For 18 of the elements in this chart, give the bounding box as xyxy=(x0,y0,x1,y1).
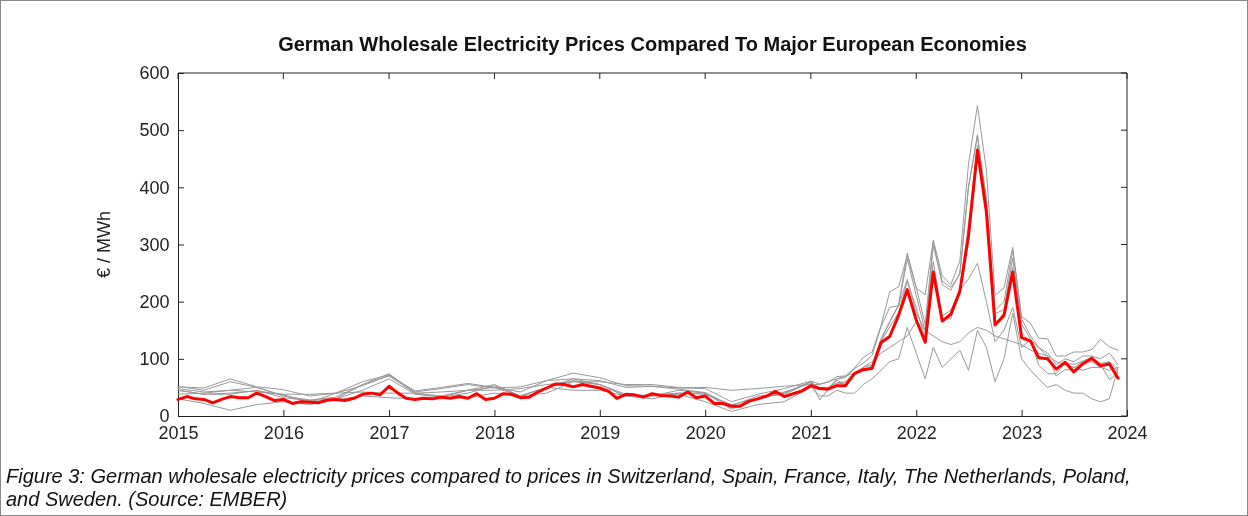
y-axis-title: € / MWh xyxy=(94,210,114,279)
y-tick-label: 300 xyxy=(139,234,170,255)
y-tick-label: 400 xyxy=(139,177,170,198)
chart-title: German Wholesale Electricity Prices Compared To Major European Economies xyxy=(278,33,1027,55)
x-tick-label: 2024 xyxy=(1107,422,1148,443)
y-tick-label: 500 xyxy=(139,120,170,141)
x-tick-label: 2017 xyxy=(369,422,410,443)
y-tick-label: 600 xyxy=(139,63,170,84)
y-tick-label: 200 xyxy=(139,291,170,312)
x-tick-label: 2019 xyxy=(580,422,621,443)
x-tick-label: 2023 xyxy=(1002,422,1043,443)
x-tick-label: 2022 xyxy=(896,422,937,443)
caption: Figure 3: German wholesale electricity prices compared to prices in Switzerland, Spain, France, Italy, The Netherlands, Poland, and Sweden. (Source: EMBER) xyxy=(6,465,1131,510)
y-tick-label: 100 xyxy=(139,349,170,370)
x-tick-label: 2018 xyxy=(474,422,515,443)
x-tick-label: 2020 xyxy=(685,422,726,443)
x-tick-label: 2021 xyxy=(791,422,832,443)
x-tick-label: 2016 xyxy=(263,422,304,443)
